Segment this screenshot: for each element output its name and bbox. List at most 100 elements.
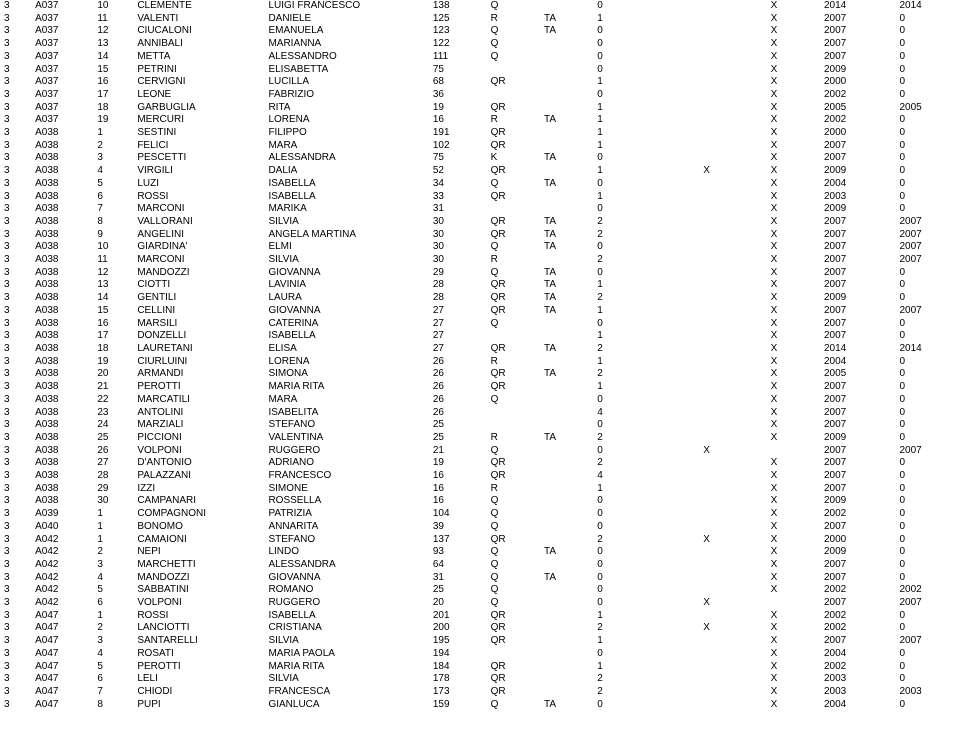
cell-a: 3	[0, 0, 31, 13]
cell-v3: TA	[540, 368, 593, 381]
cell-y1: 2007	[820, 483, 896, 496]
cell-y2: 2014	[896, 0, 960, 13]
cell-v3	[540, 457, 593, 470]
cell-v1: 16	[429, 495, 487, 508]
cell-v6: X	[767, 51, 820, 64]
cell-n: 10	[93, 241, 133, 254]
table-row: 3A0476LELISILVIA178QR2X20030	[0, 673, 960, 686]
cell-a: 3	[0, 203, 31, 216]
cell-v2	[487, 330, 540, 343]
cell-v1: 28	[429, 279, 487, 292]
cell-code: A037	[31, 0, 93, 13]
cell-y2: 0	[896, 267, 960, 280]
cell-v5	[647, 572, 767, 585]
data-table: 3A03710CLEMENTELUIGI FRANCESCO138Q0X2014…	[0, 0, 960, 711]
cell-v6: X	[767, 635, 820, 648]
cell-surname: PESCETTI	[133, 152, 264, 165]
cell-code: A038	[31, 356, 93, 369]
cell-code: A038	[31, 267, 93, 280]
cell-v5	[647, 89, 767, 102]
cell-v3: TA	[540, 267, 593, 280]
cell-v6: X	[767, 229, 820, 242]
cell-v2: Q	[487, 0, 540, 13]
cell-surname: MARZIALI	[133, 419, 264, 432]
cell-a: 3	[0, 292, 31, 305]
cell-name: FILIPPO	[264, 127, 428, 140]
cell-v6: X	[767, 699, 820, 712]
cell-v6: X	[767, 610, 820, 623]
cell-v6: X	[767, 508, 820, 521]
cell-v1: 31	[429, 572, 487, 585]
cell-v2: QR	[487, 368, 540, 381]
cell-v2: QR	[487, 457, 540, 470]
cell-name: SIMONE	[264, 483, 428, 496]
cell-a: 3	[0, 64, 31, 77]
cell-v2: Q	[487, 699, 540, 712]
cell-name: ADRIANO	[264, 457, 428, 470]
table-row: 3A03814GENTILILAURA28QRTA2X20090	[0, 292, 960, 305]
cell-code: A038	[31, 165, 93, 178]
cell-v6: X	[767, 432, 820, 445]
cell-code: A047	[31, 699, 93, 712]
cell-y2: 0	[896, 292, 960, 305]
cell-y1: 2007	[820, 330, 896, 343]
cell-y1: 2007	[820, 254, 896, 267]
cell-y1: 2009	[820, 64, 896, 77]
cell-name: CATERINA	[264, 318, 428, 331]
table-row: 3A0475PEROTTIMARIA RITA184QR1X20020	[0, 661, 960, 674]
cell-y1: 2000	[820, 127, 896, 140]
cell-surname: GIARDINA'	[133, 241, 264, 254]
cell-v1: 33	[429, 191, 487, 204]
cell-n: 25	[93, 432, 133, 445]
cell-a: 3	[0, 216, 31, 229]
cell-v3: TA	[540, 25, 593, 38]
cell-v3: TA	[540, 114, 593, 127]
cell-n: 4	[93, 165, 133, 178]
cell-v2: QR	[487, 165, 540, 178]
cell-v6: X	[767, 279, 820, 292]
table-row: 3A03818LAURETANIELISA27QRTA2X20142014	[0, 343, 960, 356]
cell-v1: 68	[429, 76, 487, 89]
cell-n: 14	[93, 292, 133, 305]
cell-v4: 2	[593, 686, 646, 699]
table-row: 3A03715PETRINIELISABETTA750X20090	[0, 64, 960, 77]
cell-y1: 2002	[820, 661, 896, 674]
cell-v4: 2	[593, 216, 646, 229]
cell-surname: D'ANTONIO	[133, 457, 264, 470]
cell-v3: TA	[540, 546, 593, 559]
cell-a: 3	[0, 661, 31, 674]
cell-name: SILVIA	[264, 254, 428, 267]
cell-v2: QR	[487, 381, 540, 394]
cell-v1: 26	[429, 394, 487, 407]
cell-v4: 0	[593, 559, 646, 572]
table-row: 3A03811MARCONISILVIA30R2X20072007	[0, 254, 960, 267]
cell-code: A038	[31, 279, 93, 292]
cell-a: 3	[0, 254, 31, 267]
cell-v4: 2	[593, 343, 646, 356]
cell-v2: QR	[487, 140, 540, 153]
table-row: 3A0425SABBATINIROMANO25Q0X20022002	[0, 584, 960, 597]
cell-name: GIANLUCA	[264, 699, 428, 712]
cell-y2: 0	[896, 191, 960, 204]
cell-v1: 39	[429, 521, 487, 534]
cell-v2: Q	[487, 584, 540, 597]
cell-v6: X	[767, 622, 820, 635]
cell-v5: X	[647, 165, 767, 178]
cell-y2: 0	[896, 51, 960, 64]
cell-y1: 2007	[820, 267, 896, 280]
cell-n: 5	[93, 178, 133, 191]
cell-v5	[647, 610, 767, 623]
cell-v2: K	[487, 152, 540, 165]
cell-code: A038	[31, 381, 93, 394]
cell-surname: LANCIOTTI	[133, 622, 264, 635]
cell-name: RITA	[264, 102, 428, 115]
cell-v4: 1	[593, 381, 646, 394]
cell-v4: 0	[593, 394, 646, 407]
cell-v2: Q	[487, 267, 540, 280]
cell-surname: COMPAGNONI	[133, 508, 264, 521]
cell-v4: 0	[593, 25, 646, 38]
cell-code: A047	[31, 622, 93, 635]
cell-v4: 1	[593, 165, 646, 178]
cell-surname: PETRINI	[133, 64, 264, 77]
cell-a: 3	[0, 610, 31, 623]
